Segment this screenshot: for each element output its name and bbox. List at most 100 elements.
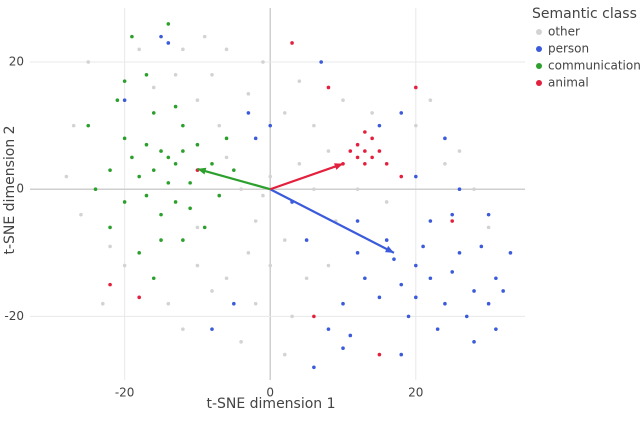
point (414, 174, 418, 179)
point (428, 98, 433, 103)
point (304, 238, 309, 242)
point (210, 161, 214, 166)
point (86, 60, 91, 64)
point (304, 276, 309, 281)
point (486, 301, 491, 306)
arrow-head (197, 167, 207, 175)
legend-marker (536, 29, 542, 35)
point (464, 314, 469, 319)
point (159, 238, 163, 242)
point (115, 98, 120, 103)
point (472, 289, 476, 293)
point (217, 123, 222, 128)
point (122, 79, 127, 83)
legend-label: person (548, 42, 589, 56)
point (151, 276, 156, 281)
point (224, 136, 229, 141)
point (355, 187, 360, 192)
point (290, 41, 294, 45)
point (181, 123, 185, 128)
legend-marker (536, 46, 542, 52)
point (355, 251, 360, 255)
point (457, 251, 462, 255)
point (443, 136, 447, 141)
point (399, 111, 404, 115)
vector-arrow (197, 167, 271, 191)
point (326, 327, 331, 331)
point (217, 193, 222, 198)
point (151, 111, 156, 115)
point (421, 244, 425, 249)
point (414, 295, 418, 300)
point (377, 352, 382, 357)
point (188, 206, 192, 211)
point (450, 212, 455, 217)
vector-arrow (269, 188, 395, 254)
point (64, 174, 69, 179)
point (166, 155, 171, 160)
point (181, 327, 185, 331)
point (268, 263, 273, 268)
point (268, 174, 273, 179)
point (428, 276, 433, 281)
point (195, 142, 200, 147)
point (246, 111, 251, 115)
point (130, 34, 134, 39)
point (370, 111, 374, 115)
point (312, 187, 316, 192)
point (137, 47, 141, 52)
point (414, 85, 418, 90)
legend-marker (536, 80, 542, 86)
point (450, 270, 455, 274)
point (282, 238, 287, 242)
point (457, 187, 462, 192)
point (108, 225, 112, 230)
point (312, 365, 316, 370)
point (166, 181, 171, 185)
point (188, 181, 192, 185)
point (384, 238, 389, 242)
point (232, 168, 236, 172)
point (348, 333, 353, 338)
point (312, 123, 316, 128)
point (144, 142, 149, 147)
point (319, 60, 323, 64)
point (399, 352, 404, 357)
point (472, 187, 476, 192)
y-tick-label: -20 (4, 309, 24, 323)
point (195, 263, 200, 268)
point (508, 251, 513, 255)
point (181, 149, 185, 153)
point (348, 149, 353, 153)
point (173, 161, 178, 166)
point (86, 123, 91, 128)
point (494, 327, 498, 331)
point (341, 346, 345, 351)
point (122, 98, 127, 103)
point (246, 92, 251, 96)
point (282, 111, 287, 115)
point (232, 301, 236, 306)
point (312, 314, 316, 319)
point (297, 79, 302, 83)
point (290, 314, 294, 319)
point (93, 187, 98, 192)
point (363, 161, 367, 166)
point (166, 22, 171, 26)
point (355, 219, 360, 223)
point (414, 123, 418, 128)
point (341, 301, 345, 306)
point (326, 85, 331, 90)
point (108, 168, 112, 172)
legend-label: animal (548, 76, 589, 90)
legend-title: Semantic class (532, 6, 637, 22)
point (501, 289, 505, 293)
vector-arrow (269, 162, 344, 191)
point (122, 200, 127, 204)
point (370, 136, 374, 141)
point (326, 263, 331, 268)
point (261, 60, 265, 64)
point (261, 193, 265, 198)
x-tick-label: 0 (266, 386, 274, 400)
point (210, 72, 214, 77)
